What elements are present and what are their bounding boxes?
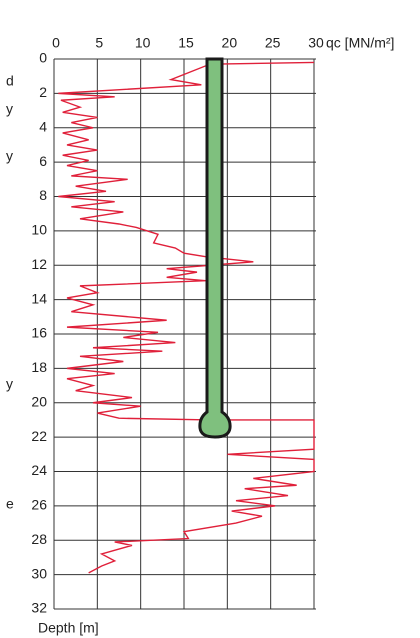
y-tick-label: 10 — [31, 222, 47, 238]
y-tick-label: 26 — [31, 497, 47, 513]
y-tick-label: 30 — [31, 565, 47, 581]
y-tick-label: 8 — [39, 187, 47, 203]
y-tick-label: 24 — [31, 462, 47, 478]
x-axis-label: qc [MN/m²] — [326, 35, 394, 51]
y-tick-label: 20 — [31, 393, 47, 409]
x-tick-label: 5 — [95, 35, 103, 51]
y-tick-label: 4 — [39, 118, 47, 134]
y-tick-label: 16 — [31, 325, 47, 341]
y-tick-label: 32 — [31, 600, 47, 616]
cropped-label: y — [6, 376, 13, 392]
y-axis-label: Depth [m] — [38, 620, 99, 636]
x-tick-label: 20 — [222, 35, 238, 51]
cropped-label: y — [6, 101, 13, 117]
y-tick-label: 2 — [39, 84, 47, 100]
x-tick-label: 25 — [265, 35, 281, 51]
cropped-label: e — [6, 496, 14, 512]
y-tick-label: 18 — [31, 359, 47, 375]
cropped-label: d — [6, 73, 14, 89]
x-tick-label: 30 — [308, 35, 324, 51]
pile — [198, 57, 232, 439]
x-tick-label: 10 — [135, 35, 151, 51]
y-tick-label: 28 — [31, 531, 47, 547]
y-tick-label: 0 — [39, 50, 47, 66]
y-tick-label: 14 — [31, 290, 47, 306]
y-tick-label: 6 — [39, 153, 47, 169]
x-tick-label: 15 — [178, 35, 194, 51]
y-tick-label: 12 — [31, 256, 47, 272]
cropped-label: y — [6, 148, 13, 164]
qc-profile — [58, 61, 315, 574]
x-tick-label: 0 — [52, 35, 60, 51]
y-tick-label: 22 — [31, 428, 47, 444]
